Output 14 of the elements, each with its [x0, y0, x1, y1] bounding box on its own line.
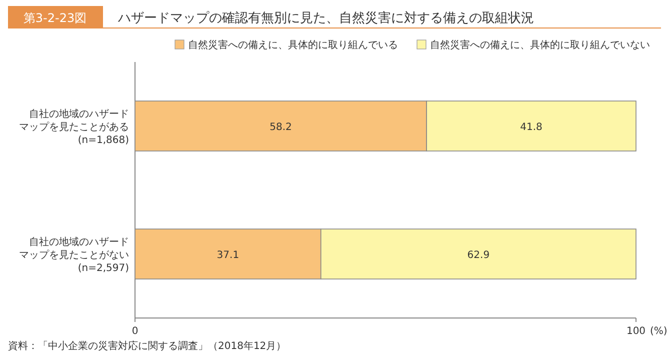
legend-label: 自然災害への備えに、具体的に取り組んでいない — [430, 39, 650, 51]
data-label: 62.9 — [467, 250, 490, 261]
x-tick-label: 100 — [626, 326, 646, 337]
data-label: 58.2 — [270, 122, 292, 133]
y-tick-label: 自社の地域のハザードマップを見たことがない (n=2,597) — [19, 236, 130, 274]
text: 第3-2-23図 — [23, 11, 87, 25]
y-tick-label: 自社の地域のハザードマップを見たことがある (n=1,868) — [19, 108, 130, 146]
text: 資料：「中小企業の災害対応に関する調査」（2018年12月） — [8, 340, 286, 352]
x-tick-label: 0 — [132, 326, 138, 337]
legend-label: 自然災害への備えに、具体的に取り組んでいる — [188, 39, 398, 51]
data-label: 41.8 — [520, 122, 542, 133]
chart-title: ハザードマップの確認有無別に見た、自然災害に対する備えの取組状況 — [117, 10, 534, 26]
x-axis-title: (%) — [650, 326, 668, 337]
data-label: 37.1 — [216, 250, 240, 261]
